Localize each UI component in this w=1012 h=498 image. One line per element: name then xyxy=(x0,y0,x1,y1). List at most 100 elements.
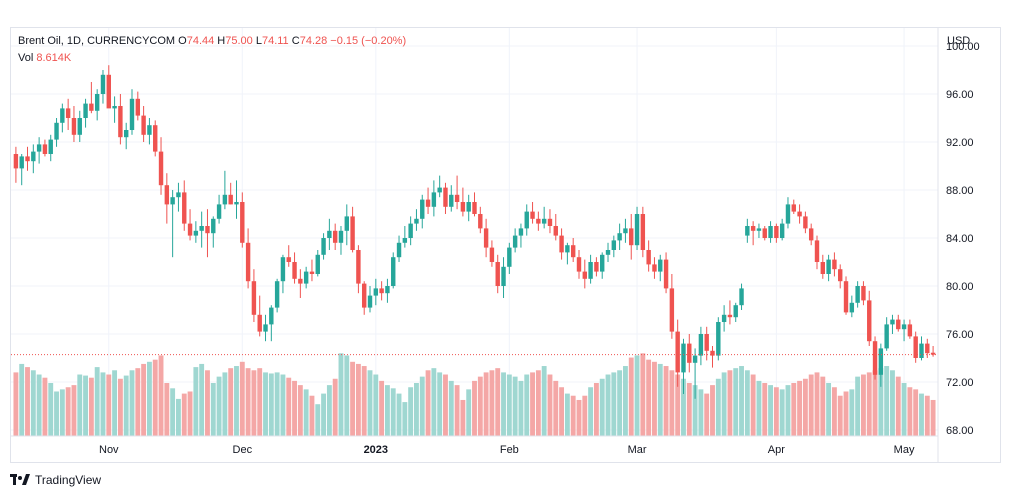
volume-bar xyxy=(634,355,640,436)
volume-bar xyxy=(367,370,373,436)
volume-bar xyxy=(762,383,768,436)
candle-body xyxy=(286,257,291,262)
candle-body xyxy=(274,281,280,308)
candle-body xyxy=(779,223,785,238)
candle-body xyxy=(141,115,146,135)
volume-bar xyxy=(454,385,460,436)
volume-bar xyxy=(379,380,385,436)
candle-body xyxy=(925,343,930,354)
volume-bar xyxy=(895,376,901,436)
volume-bar xyxy=(843,391,849,436)
candle-body xyxy=(385,286,390,294)
candle-body xyxy=(332,230,338,243)
volume-bar xyxy=(460,399,466,436)
candle-body xyxy=(594,262,599,272)
volume-bar xyxy=(88,377,94,436)
candle-body xyxy=(611,240,617,250)
candle-body xyxy=(570,245,576,258)
volume-bar xyxy=(309,395,315,436)
candle-body xyxy=(321,238,326,255)
volume-bar xyxy=(59,389,65,436)
volume-bar xyxy=(112,370,118,436)
legend-low-label: L xyxy=(255,35,262,47)
volume-bar xyxy=(907,387,913,436)
candle-body xyxy=(507,247,512,267)
volume-bar xyxy=(605,374,611,436)
legend-vol-value: 8.614K xyxy=(36,52,72,64)
candle-body xyxy=(814,240,820,262)
volume-bar xyxy=(437,372,443,436)
candle-body xyxy=(257,314,262,332)
candle-body xyxy=(901,324,907,330)
candle-body xyxy=(298,278,303,284)
candle-body xyxy=(373,288,379,296)
candle-body xyxy=(930,352,936,355)
volume-bar xyxy=(593,383,599,436)
candle-body xyxy=(309,271,315,274)
volume-bar xyxy=(535,370,541,436)
y-tick-label: 84.00 xyxy=(946,233,974,245)
candle-body xyxy=(478,214,483,229)
candle-body xyxy=(768,226,773,238)
volume-bar xyxy=(222,372,228,436)
candle-body xyxy=(832,259,837,270)
volume-bar xyxy=(483,372,489,436)
candle-body xyxy=(13,154,19,169)
candle-body xyxy=(536,218,541,224)
volume-bar xyxy=(750,374,756,436)
candle-body xyxy=(216,204,222,219)
volume-bar xyxy=(808,374,814,436)
candle-body xyxy=(437,187,442,193)
candle-body xyxy=(721,314,727,322)
volume-bar xyxy=(164,383,170,436)
volume-bar xyxy=(228,368,234,436)
x-tick-label: 2023 xyxy=(364,444,388,456)
y-tick-label: 68.00 xyxy=(946,425,974,437)
x-tick-label: Nov xyxy=(99,444,119,456)
legend-open-label: O xyxy=(178,35,187,47)
volume-bar xyxy=(193,367,199,436)
candle-body xyxy=(443,187,448,207)
candle-body xyxy=(576,257,582,272)
candle-body xyxy=(42,144,48,154)
volume-bar xyxy=(54,391,59,436)
candle-body xyxy=(71,118,77,135)
candle-body xyxy=(913,336,918,358)
candle-body xyxy=(431,192,437,207)
candle-body xyxy=(205,226,210,234)
tradingview-brand[interactable]: TradingView xyxy=(10,473,101,487)
x-tick-label: Apr xyxy=(768,444,785,456)
candle-body xyxy=(785,204,791,224)
candle-body xyxy=(559,235,564,253)
volume-bar xyxy=(205,370,210,436)
volume-bar xyxy=(13,372,19,436)
candle-body xyxy=(600,254,605,272)
candle-body xyxy=(629,228,634,246)
candle-body xyxy=(872,341,878,375)
currency-label[interactable]: USD xyxy=(947,35,971,47)
candle-body xyxy=(878,348,884,375)
volume-bar xyxy=(733,368,739,436)
candle-body xyxy=(687,343,692,363)
legend-volume: Vol 8.614K xyxy=(18,52,71,64)
candle-body xyxy=(489,247,495,262)
volume-bar xyxy=(210,383,216,436)
candle-body xyxy=(170,197,175,205)
candle-body xyxy=(251,281,257,315)
volume-bar xyxy=(19,363,25,436)
candle-body xyxy=(483,228,489,248)
volume-bar xyxy=(919,393,924,436)
candle-body xyxy=(158,151,164,186)
candle-body xyxy=(425,199,431,207)
volume-bar xyxy=(866,372,872,436)
candle-body xyxy=(135,98,141,116)
candle-body xyxy=(65,108,71,118)
volume-bar xyxy=(187,391,193,436)
volume-bar xyxy=(727,370,733,436)
volume-bar xyxy=(773,387,779,436)
volume-bar xyxy=(849,389,855,436)
y-tick-label: 88.00 xyxy=(946,185,974,197)
volume-bar xyxy=(646,359,652,436)
volume-bar xyxy=(443,374,448,436)
